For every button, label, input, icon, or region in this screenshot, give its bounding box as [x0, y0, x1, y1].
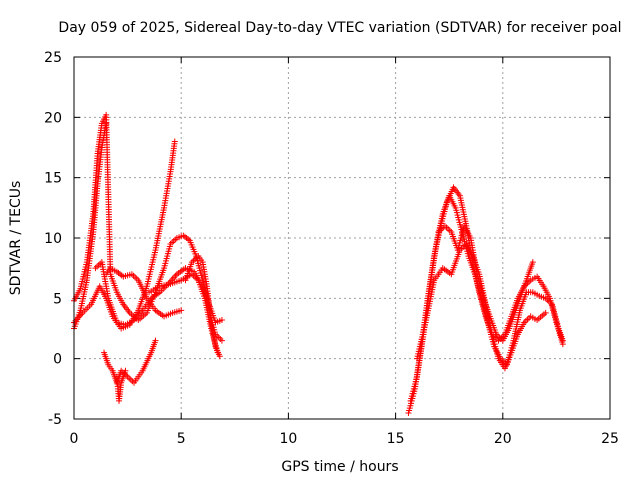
- x-tick-label: 10: [279, 431, 297, 447]
- x-tick-label: 15: [387, 431, 405, 447]
- y-tick-label: 0: [53, 352, 62, 368]
- series-trace-c: [71, 138, 178, 332]
- chart-title: Day 059 of 2025, Sidereal Day-to-day VTE…: [58, 20, 621, 36]
- x-axis-label: GPS time / hours: [281, 459, 398, 475]
- y-tick-label: 5: [53, 291, 62, 307]
- series-trace-e: [103, 265, 185, 320]
- data-point: [542, 309, 549, 316]
- data-point: [122, 367, 129, 374]
- data-point: [559, 337, 566, 344]
- y-tick-label: -5: [48, 412, 62, 428]
- series-trace-i: [182, 253, 223, 360]
- data-point: [103, 120, 110, 127]
- series-trace-a: [71, 111, 225, 326]
- series-trace-m: [435, 222, 536, 344]
- y-tick-label: 20: [44, 110, 62, 126]
- data-point: [152, 337, 159, 344]
- data-point: [218, 337, 225, 344]
- y-tick-label: 10: [44, 231, 62, 247]
- data-point: [216, 353, 223, 360]
- y-tick-label: 25: [44, 50, 62, 66]
- y-axis-label: SDTVAR / TECUs: [8, 181, 24, 296]
- marks-layer: [71, 111, 566, 416]
- x-tick-label: 20: [494, 431, 512, 447]
- data-point: [171, 138, 178, 145]
- x-tick-label: 0: [70, 431, 79, 447]
- data-point: [178, 307, 185, 314]
- series-trace-g: [113, 367, 129, 404]
- y-tick-label: 15: [44, 171, 62, 187]
- grid-layer: [74, 57, 610, 419]
- data-point: [529, 259, 536, 266]
- data-point: [218, 317, 225, 324]
- ticks-layer: 0 5 10 15 20 25 -5 0 5 10 15 20 25: [44, 50, 619, 447]
- x-tick-label: 5: [177, 431, 186, 447]
- plot-frame: [73, 56, 611, 420]
- x-tick-label: 25: [601, 431, 619, 447]
- series-trace-f: [101, 337, 159, 386]
